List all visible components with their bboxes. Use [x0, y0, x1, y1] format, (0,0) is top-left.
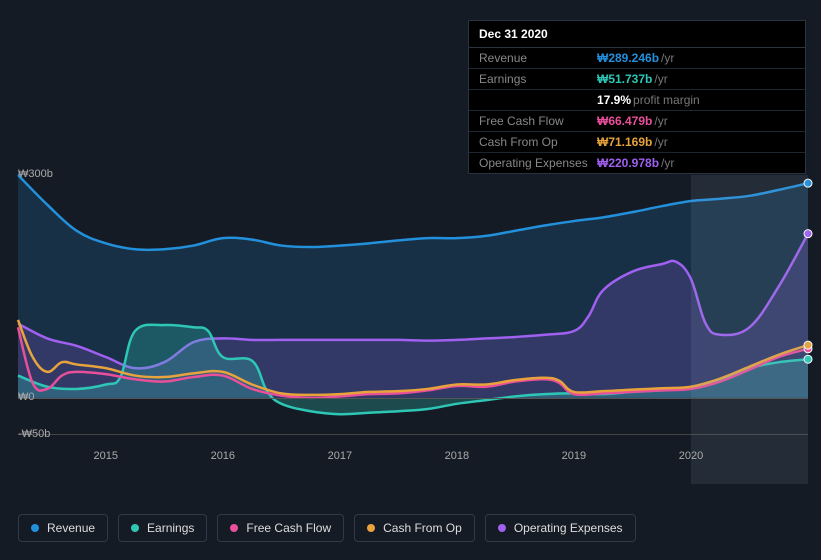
tooltip-label: Cash From Op	[479, 135, 597, 149]
y-tick-label: ₩300b	[18, 168, 53, 180]
tooltip-row-margin: 17.9% profit margin	[469, 90, 805, 111]
x-tick-label: 2019	[562, 450, 586, 462]
legend-dot-icon	[498, 524, 506, 532]
legend-dot-icon	[230, 524, 238, 532]
highlight-band	[691, 175, 808, 484]
tooltip-unit: /yr	[661, 51, 674, 65]
tooltip-value: 17.9%	[597, 93, 631, 107]
tooltip-row-revenue: Revenue₩289.246b /yr	[469, 48, 805, 69]
legend-label: Free Cash Flow	[246, 521, 331, 535]
legend-label: Revenue	[47, 521, 95, 535]
chart-plot-area[interactable]: 201520162017201820192020	[18, 175, 808, 435]
chart-tooltip: Dec 31 2020Revenue₩289.246b /yrEarnings₩…	[468, 20, 806, 174]
legend-label: Earnings	[147, 521, 194, 535]
legend-item-opex[interactable]: Operating Expenses	[485, 514, 636, 542]
legend-label: Cash From Op	[383, 521, 462, 535]
tooltip-unit: /yr	[654, 114, 667, 128]
tooltip-row-earnings: Earnings₩51.737b /yr	[469, 69, 805, 90]
legend-dot-icon	[31, 524, 39, 532]
financial-chart[interactable]: 2015 2016 2017 2018 2019 2020 ₩300b ₩0 -₩50b	[18, 155, 808, 475]
x-tick-label: 2016	[211, 450, 235, 462]
legend-dot-icon	[131, 524, 139, 532]
chart-legend: Revenue Earnings Free Cash Flow Cash From O…	[18, 514, 636, 542]
legend-label: Operating Expenses	[514, 521, 623, 535]
tooltip-value: ₩51.737b	[597, 72, 652, 86]
x-tick-label: 2018	[445, 450, 469, 462]
tooltip-value: ₩289.246b	[597, 51, 659, 65]
tooltip-row-fcf: Free Cash Flow₩66.479b /yr	[469, 111, 805, 132]
legend-item-revenue[interactable]: Revenue	[18, 514, 108, 542]
tooltip-value: ₩71.169b	[597, 135, 652, 149]
y-tick-label: -₩50b	[18, 428, 50, 440]
x-tick-label: 2015	[94, 450, 118, 462]
tooltip-unit: /yr	[654, 72, 667, 86]
y-tick-label: ₩0	[18, 391, 35, 403]
tooltip-unit: profit margin	[633, 93, 700, 107]
x-tick-label: 2017	[328, 450, 352, 462]
x-axis-labels: 2015 2016 2017 2018 2019 2020	[18, 450, 808, 466]
x-tick-label: 2020	[679, 450, 703, 462]
legend-dot-icon	[367, 524, 375, 532]
tooltip-value: ₩66.479b	[597, 114, 652, 128]
zero-gridline	[18, 398, 808, 399]
tooltip-unit: /yr	[654, 135, 667, 149]
chart-svg	[18, 175, 808, 435]
legend-item-fcf[interactable]: Free Cash Flow	[217, 514, 344, 542]
tooltip-date: Dec 31 2020	[469, 21, 805, 48]
tooltip-row-cfo: Cash From Op₩71.169b /yr	[469, 132, 805, 153]
tooltip-label: Earnings	[479, 72, 597, 86]
tooltip-label: Free Cash Flow	[479, 114, 597, 128]
tooltip-label: Revenue	[479, 51, 597, 65]
legend-item-cfo[interactable]: Cash From Op	[354, 514, 475, 542]
legend-item-earnings[interactable]: Earnings	[118, 514, 207, 542]
